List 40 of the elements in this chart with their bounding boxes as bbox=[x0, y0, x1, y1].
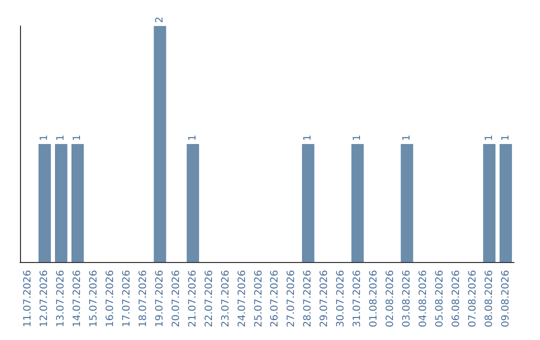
x-tick-label: 03.08.2026 bbox=[401, 270, 412, 328]
x-tick-label: 26.07.2026 bbox=[270, 270, 281, 328]
x-tick-label: 15.07.2026 bbox=[88, 270, 100, 328]
data-label: 1 bbox=[500, 134, 512, 141]
x-tick-label: 24.07.2026 bbox=[236, 270, 248, 328]
x-tick-label: 23.07.2026 bbox=[220, 270, 232, 328]
data-label: 1 bbox=[39, 134, 50, 141]
x-tick-label: 29.07.2026 bbox=[319, 270, 330, 328]
x-tick-label: 07.08.2026 bbox=[467, 270, 478, 328]
x-tick-label: 16.07.2026 bbox=[105, 270, 116, 328]
data-label: 1 bbox=[352, 134, 364, 141]
x-tick-label: 13.07.2026 bbox=[56, 270, 67, 328]
data-label: 1 bbox=[72, 134, 84, 141]
x-tick-label: 28.07.2026 bbox=[302, 270, 314, 328]
data-label: 1 bbox=[56, 134, 67, 141]
x-tick-label: 09.08.2026 bbox=[500, 270, 512, 328]
data-label: 1 bbox=[401, 134, 412, 141]
x-tick-label: 08.08.2026 bbox=[484, 270, 495, 328]
x-tick-label: 11.07.2026 bbox=[22, 270, 34, 328]
x-tick-label: 27.07.2026 bbox=[286, 270, 298, 328]
x-tick-label: 21.07.2026 bbox=[187, 270, 198, 328]
x-tick-label: 04.08.2026 bbox=[418, 270, 429, 328]
x-tick-label: 12.07.2026 bbox=[39, 270, 50, 328]
data-label: 1 bbox=[187, 134, 198, 141]
x-tick-label: 25.07.2026 bbox=[253, 270, 264, 328]
x-tick-label: 05.08.2026 bbox=[434, 270, 446, 328]
x-tick-label: 06.08.2026 bbox=[450, 270, 462, 328]
x-tick-label: 18.07.2026 bbox=[138, 270, 149, 328]
x-tick-label: 20.07.2026 bbox=[170, 270, 182, 328]
x-tick-label: 02.08.2026 bbox=[385, 270, 396, 328]
data-label: 1 bbox=[484, 134, 495, 141]
x-tick-label: 17.07.2026 bbox=[122, 270, 133, 328]
x-tick-label: 22.07.2026 bbox=[204, 270, 215, 328]
x-tick-label: 14.07.2026 bbox=[72, 270, 84, 328]
data-label: 2 bbox=[154, 16, 166, 23]
x-tick-label: 19.07.2026 bbox=[154, 270, 166, 328]
data-label: 1 bbox=[302, 134, 314, 141]
x-tick-label: 30.07.2026 bbox=[336, 270, 347, 328]
x-tick-label: 31.07.2026 bbox=[352, 270, 364, 328]
x-tick-label: 01.08.2026 bbox=[368, 270, 380, 328]
